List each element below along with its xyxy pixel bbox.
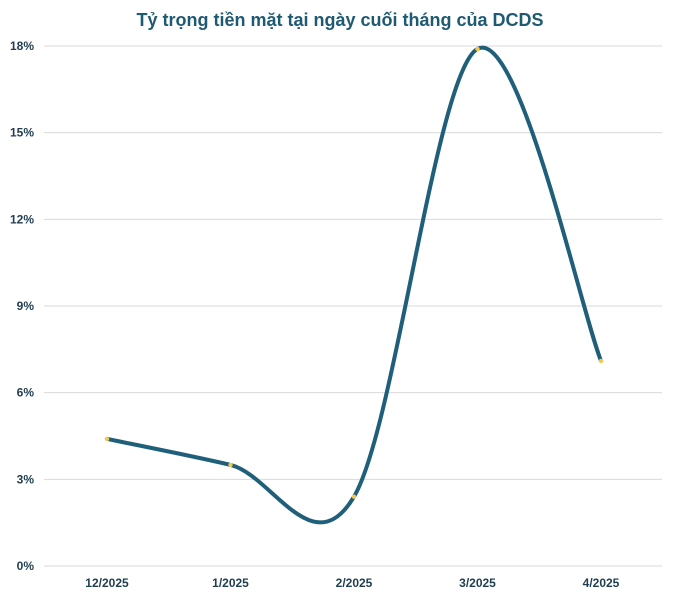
y-tick-label: 9% (17, 299, 35, 313)
data-point (598, 358, 604, 364)
series-line (105, 45, 603, 525)
data-point (104, 436, 110, 442)
y-tick-label: 12% (10, 212, 34, 226)
x-tick-label: 12/2025 (85, 576, 129, 590)
x-tick-label: 2/2025 (336, 576, 373, 590)
data-point (475, 46, 480, 52)
y-tick-label: 0% (17, 559, 35, 573)
x-tick-label: 1/2025 (212, 576, 249, 590)
y-axis-ticks: 0% 3% 6% 9% 12% 15% 18% (10, 39, 34, 573)
data-markers (104, 46, 604, 499)
gridlines (44, 45, 662, 567)
data-point (228, 462, 233, 468)
y-tick-label: 15% (10, 126, 34, 140)
x-tick-label: 3/2025 (459, 576, 496, 590)
chart-title: Tỷ trọng tiền mặt tại ngày cuối tháng củ… (136, 10, 543, 30)
data-point (351, 494, 357, 499)
x-axis-ticks: 12/2025 1/2025 2/2025 3/2025 4/2025 (85, 576, 619, 590)
x-tick-label: 4/2025 (583, 576, 620, 590)
y-tick-label: 18% (10, 39, 34, 53)
y-tick-label: 3% (17, 472, 35, 486)
y-tick-label: 6% (17, 386, 35, 400)
